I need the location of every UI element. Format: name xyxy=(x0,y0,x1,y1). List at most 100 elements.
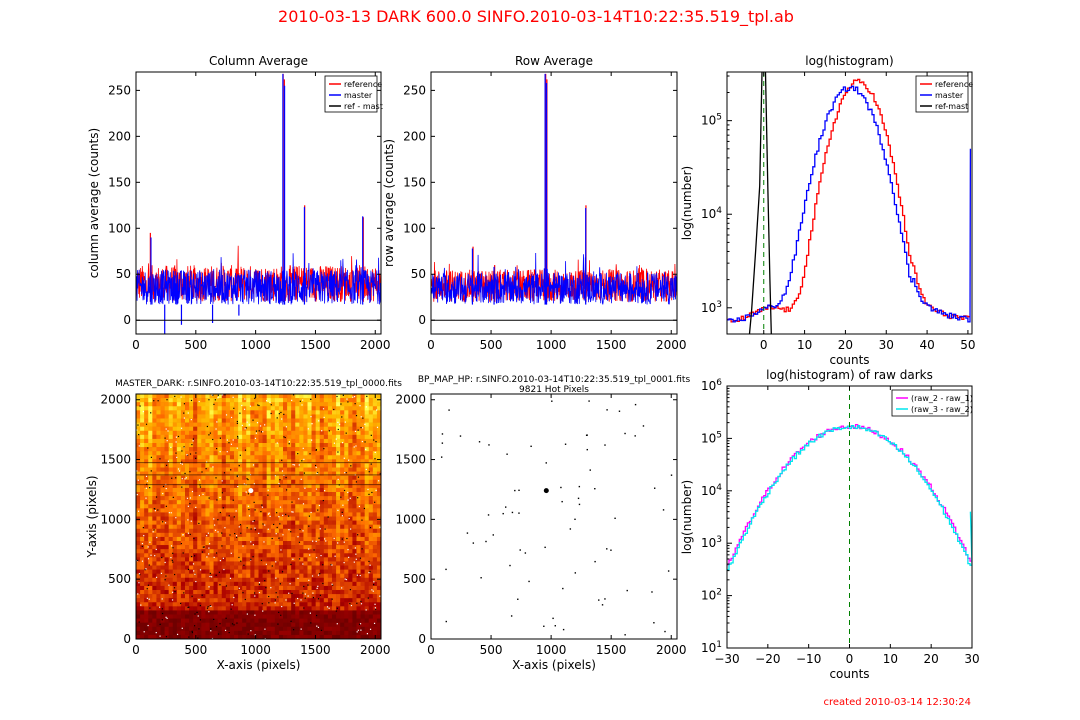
heatmap-cell xyxy=(189,430,194,436)
heatmap-cell xyxy=(152,532,157,538)
hot-pixel-dot xyxy=(278,611,280,613)
heatmap-cell xyxy=(266,626,272,632)
heatmap-cell xyxy=(340,496,345,501)
hot-pixel-dot xyxy=(254,527,256,529)
heatmap-cell xyxy=(217,634,223,639)
heatmap-cell xyxy=(270,410,276,415)
heatmap-cell xyxy=(332,508,337,513)
heatmap-cell xyxy=(327,459,333,464)
heatmap-cell xyxy=(262,520,267,525)
heatmap-cell xyxy=(221,520,227,525)
heatmap-cell xyxy=(242,594,247,599)
heatmap-cell xyxy=(197,443,202,448)
heatmap-cell xyxy=(193,398,198,403)
heatmap-cell xyxy=(193,418,198,423)
heatmap-cell xyxy=(270,418,276,423)
heatmap-cell xyxy=(278,565,284,570)
heatmap-cell xyxy=(221,394,227,399)
heatmap-cell xyxy=(160,471,165,476)
heatmap-cell xyxy=(372,434,378,440)
heatmap-cell xyxy=(348,618,353,623)
hot-pixel-dot xyxy=(350,604,353,607)
x-tick-label: 30 xyxy=(964,652,979,666)
heatmap-cell xyxy=(348,467,353,472)
heatmap-cell xyxy=(356,410,361,415)
heatmap-cell xyxy=(185,598,190,603)
heatmap-cell xyxy=(278,438,284,444)
hot-pixel-dot xyxy=(316,556,318,559)
heatmap-cell xyxy=(205,581,210,587)
heatmap-cell xyxy=(148,394,153,399)
heatmap-cell xyxy=(140,622,145,628)
heatmap-cell xyxy=(291,553,296,558)
heatmap-cell xyxy=(283,598,288,603)
hot-pixel-point xyxy=(488,444,490,446)
heatmap-cell xyxy=(225,541,231,546)
hot-pixel-dot xyxy=(165,575,167,577)
hot-pixel-point xyxy=(552,617,554,620)
hot-pixel-dot xyxy=(337,451,339,453)
heatmap-cell xyxy=(217,487,223,493)
hot-pixel-dot xyxy=(178,470,181,472)
heatmap-cell xyxy=(140,426,145,432)
heatmap-cell xyxy=(364,606,370,611)
heatmap-cell xyxy=(283,581,288,587)
heatmap-cell xyxy=(352,471,357,476)
heatmap-cell xyxy=(185,475,190,481)
heatmap-cell xyxy=(160,577,165,583)
heatmap-cell xyxy=(189,528,194,534)
hot-pixel-dot xyxy=(254,595,256,597)
heatmap-cell xyxy=(344,602,349,607)
heatmap-cell xyxy=(156,524,161,530)
heatmap-cell xyxy=(348,626,353,632)
heatmap-cell xyxy=(185,618,190,623)
heatmap-cell xyxy=(332,585,337,591)
heatmap-cell xyxy=(340,487,345,493)
heatmap-cell xyxy=(376,532,381,538)
heatmap-cell xyxy=(258,630,263,636)
heatmap-cell xyxy=(274,487,280,493)
heatmap-cell xyxy=(262,394,267,399)
hot-pixel-dot xyxy=(217,531,219,533)
heatmap-cell xyxy=(250,500,255,505)
heatmap-cell xyxy=(323,557,329,562)
heatmap-cell xyxy=(156,594,161,599)
heatmap-cell xyxy=(319,606,325,611)
x-tick-label: 1500 xyxy=(300,338,331,352)
heatmap-cell xyxy=(340,532,345,538)
hot-pixel-dot xyxy=(366,633,369,635)
hot-pixel-dot xyxy=(216,447,218,450)
heatmap-cell xyxy=(213,634,218,639)
heatmap-cell xyxy=(364,524,370,530)
heatmap-cell xyxy=(319,426,325,432)
heatmap-cell xyxy=(160,614,165,619)
heatmap-cell xyxy=(278,434,284,440)
heatmap-cell xyxy=(189,602,194,607)
heatmap-cell xyxy=(356,430,361,436)
heatmap-cell xyxy=(229,459,235,464)
heatmap-cell xyxy=(185,536,190,542)
hot-pixel-dot xyxy=(310,622,312,624)
heatmap-cell xyxy=(348,422,353,427)
heatmap-cell xyxy=(352,585,357,591)
heatmap-cell xyxy=(152,438,157,444)
heatmap-cell xyxy=(246,622,251,628)
heatmap-cell xyxy=(209,471,214,476)
heatmap-cell xyxy=(217,508,223,513)
hot-pixel-point xyxy=(606,409,608,411)
heatmap-cell xyxy=(360,618,365,623)
heatmap-cell xyxy=(299,512,304,517)
heatmap-cell xyxy=(340,447,345,452)
hot-pixel-dot xyxy=(275,577,277,579)
heatmap-cell xyxy=(242,626,247,632)
heatmap-cell xyxy=(242,508,247,513)
heatmap-cell xyxy=(295,594,300,599)
heatmap-cell xyxy=(372,438,378,444)
heatmap-cell xyxy=(262,406,267,411)
heatmap-cell xyxy=(254,394,259,399)
heatmap-cell xyxy=(307,524,312,530)
hot-pixel-dot xyxy=(279,583,282,585)
heatmap-cell xyxy=(176,398,182,403)
heatmap-cell xyxy=(144,626,149,632)
heatmap-cell xyxy=(229,536,235,542)
